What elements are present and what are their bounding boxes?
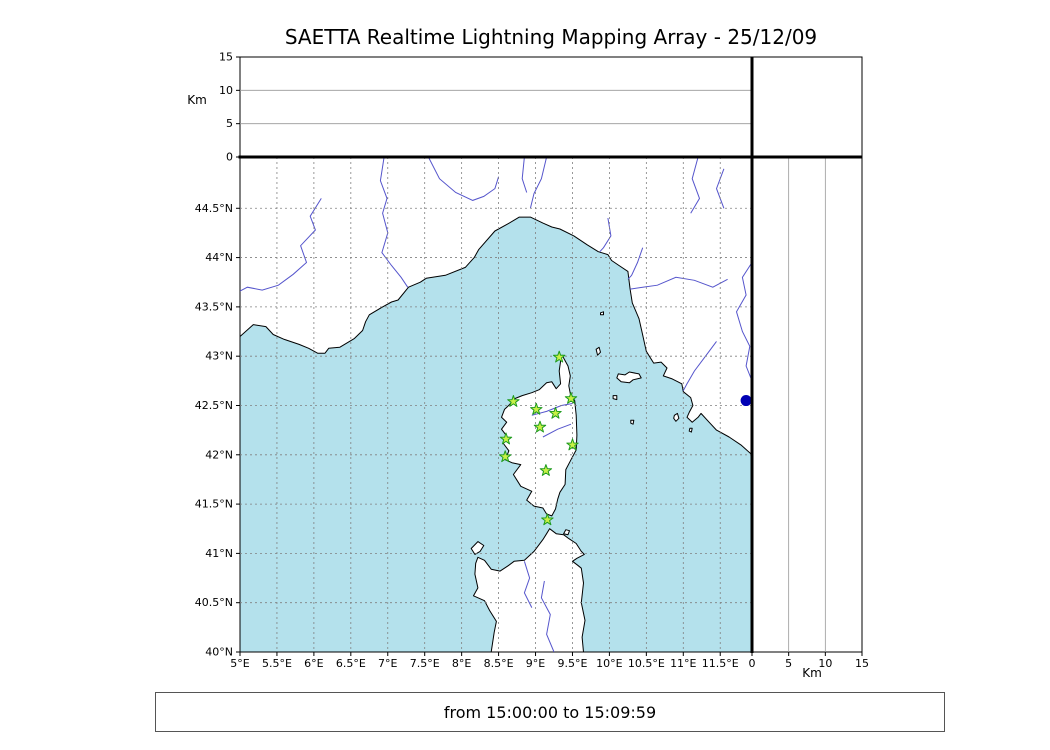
river — [542, 423, 572, 438]
river — [627, 247, 644, 280]
altitude-tick-label: 0 — [749, 657, 756, 670]
coastline-elba — [616, 371, 642, 384]
altitude-tick-label: 10 — [219, 84, 233, 97]
right-altitude-panel — [751, 156, 863, 653]
station-star-marker — [533, 420, 547, 433]
station-star-marker — [530, 402, 543, 415]
coastline-giannutri — [688, 427, 693, 433]
lat-tick-label: 44.5°N — [195, 202, 233, 215]
coastline-pianosa — [612, 395, 618, 401]
station-star-marker — [541, 513, 554, 526]
station-star-marker — [553, 350, 566, 363]
station-star-marker — [507, 395, 520, 407]
lat-tick-label: 42.5°N — [195, 399, 233, 412]
altitude-grid-layer — [240, 89, 826, 652]
coastline-capraia — [595, 346, 601, 356]
time-range-box: from 15:00:00 to 15:09:59 — [155, 692, 945, 732]
lon-tick-label: 5.5°E — [262, 657, 292, 670]
river — [523, 561, 533, 608]
river — [735, 262, 752, 381]
station-star-marker — [566, 438, 579, 451]
lon-tick-label: 7°E — [378, 657, 397, 670]
lon-tick-label: 9°E — [526, 657, 545, 670]
river — [690, 157, 701, 214]
lat-tick-label: 43.5°N — [195, 300, 233, 313]
river — [715, 168, 725, 209]
coastline-sardinia — [473, 528, 586, 652]
river — [540, 580, 555, 652]
coastline-asinara — [470, 541, 485, 555]
lat-tick-label: 41.5°N — [195, 498, 233, 511]
lon-tick-label: 8°E — [452, 657, 471, 670]
coastline-giglio — [673, 412, 680, 422]
lon-tick-label: 6°E — [304, 657, 323, 670]
km-axis-label-bottom: Km — [802, 666, 822, 680]
lon-tick-label: 8.5°E — [484, 657, 514, 670]
event-markers-layer — [740, 395, 752, 407]
station-star-marker — [549, 406, 562, 419]
altitude-tick-label: 15 — [855, 657, 869, 670]
km-axis-label-left: Km — [187, 93, 207, 107]
river — [630, 276, 728, 290]
station-markers-layer — [499, 350, 579, 526]
lon-tick-label: 10°E — [596, 657, 622, 670]
lon-tick-label: 11°E — [670, 657, 696, 670]
lon-tick-label: 6.5°E — [336, 657, 366, 670]
coastline-mainland — [240, 157, 752, 456]
lon-tick-label: 10.5°E — [628, 657, 665, 670]
altitude-tick-label: 5 — [226, 117, 233, 130]
altitude-tick-label: 5 — [785, 657, 792, 670]
graticule-layer — [240, 157, 752, 652]
time-range-text: from 15:00:00 to 15:09:59 — [443, 702, 657, 722]
station-star-marker — [499, 450, 512, 463]
river — [682, 341, 717, 391]
lat-tick-label: 44°N — [205, 251, 233, 264]
lat-tick-label: 41°N — [205, 547, 233, 560]
river — [240, 198, 322, 292]
tick-layer: 5°E 5.5°E 6°E 6.5°E 7°E 7.5°E 8°E 8.5°E 9°E 9.5°E… — [195, 51, 869, 671]
station-star-marker — [564, 392, 578, 404]
lightning-event-dot — [740, 395, 752, 407]
station-star-marker — [499, 432, 513, 445]
corner-panel — [751, 56, 863, 158]
lon-tick-label: 11.5°E — [702, 657, 739, 670]
altitude-tick-label: 10 — [818, 657, 832, 670]
lat-tick-label: 43°N — [205, 350, 233, 363]
station-star-marker — [539, 464, 553, 476]
figure-title: SAETTA Realtime Lightning Mapping Array … — [284, 25, 818, 49]
top-altitude-panel — [239, 56, 753, 158]
altitude-tick-label: 0 — [226, 151, 233, 164]
lon-tick-label: 7.5°E — [410, 657, 440, 670]
river — [529, 157, 548, 209]
river — [427, 157, 500, 201]
lat-tick-label: 40°N — [205, 646, 233, 659]
coastline-montecristo — [630, 419, 635, 425]
lon-tick-label: 9.5°E — [557, 657, 587, 670]
lat-tick-label: 42°N — [205, 448, 233, 461]
lon-tick-label: 5°E — [230, 657, 249, 670]
lat-tick-label: 40.5°N — [195, 596, 233, 609]
altitude-tick-label: 15 — [219, 51, 233, 64]
coastline-maddalena — [563, 529, 570, 536]
coastline-corsica — [501, 354, 578, 517]
land-layer — [240, 157, 752, 652]
coastline-gorgona — [600, 311, 604, 316]
river — [521, 157, 528, 193]
